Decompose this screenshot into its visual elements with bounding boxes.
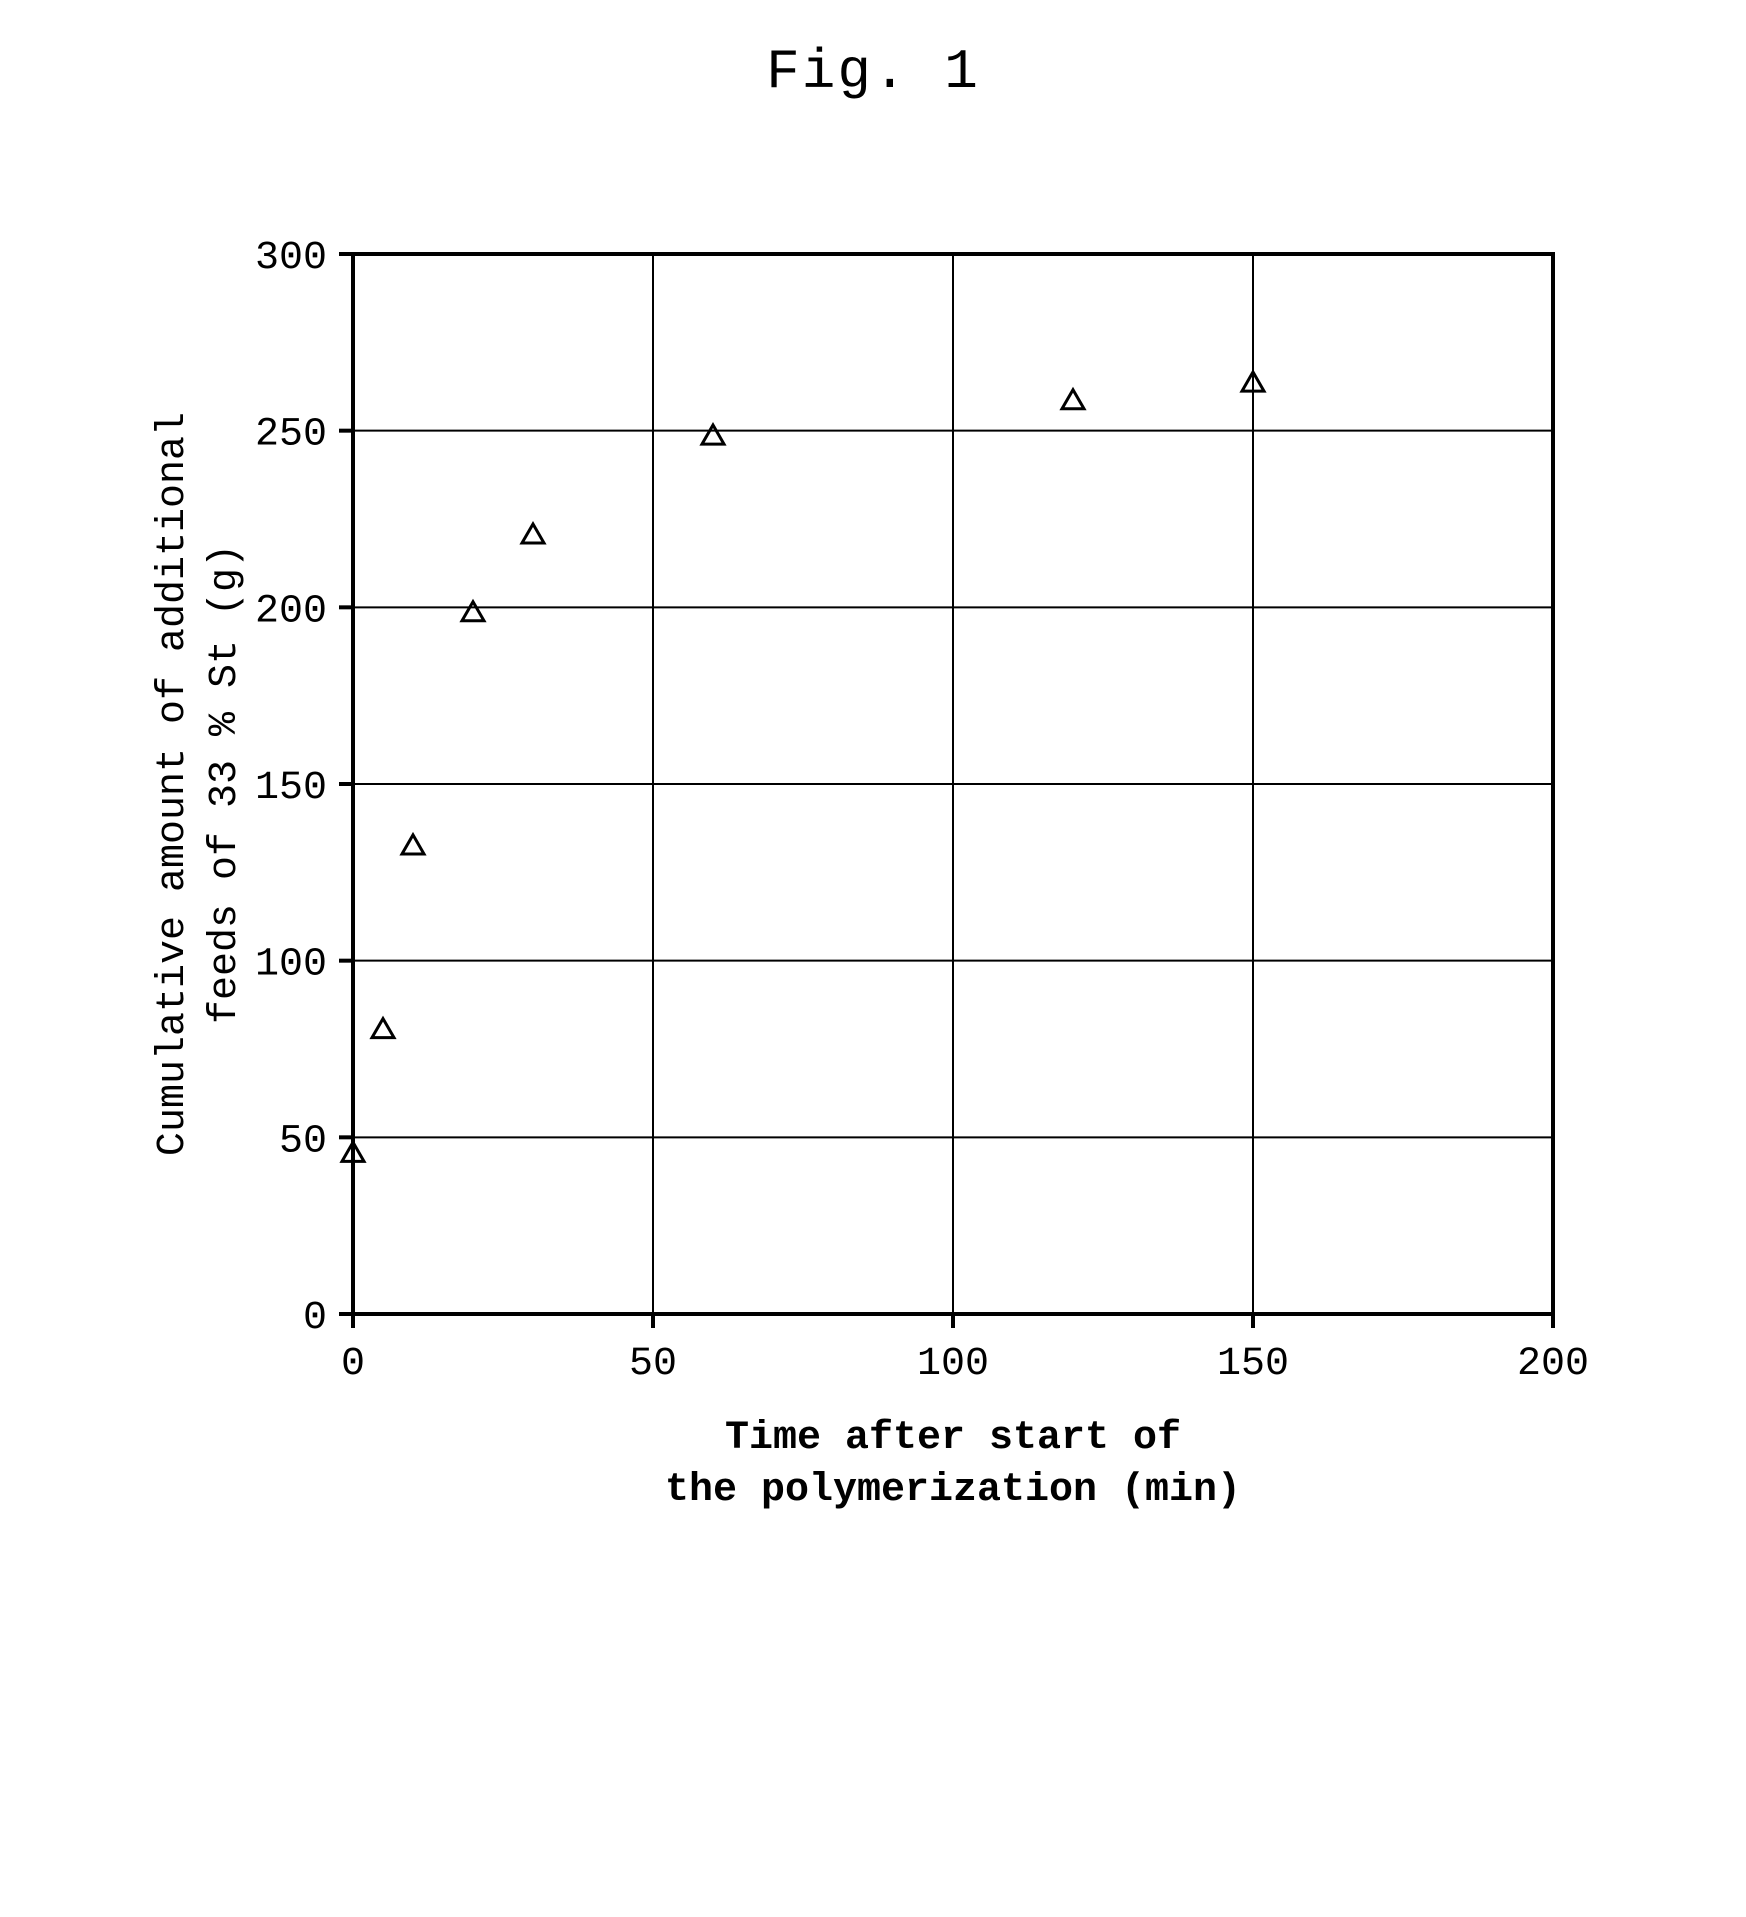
figure-title: Fig. 1 [43, 40, 1703, 104]
chart-wrapper: 0 50 100 150 200 0 50 100 150 200 250 300 Time after… [43, 224, 1703, 1534]
y-axis-label-line2: feeds of 33 % St (g) [203, 544, 248, 1024]
x-axis-label-line2: the polymerization (min) [665, 1468, 1241, 1513]
y-tick-label: 100 [255, 943, 327, 988]
x-tick-label: 100 [917, 1342, 989, 1387]
x-tick-label: 0 [341, 1342, 365, 1387]
figure-container: Fig. 1 0 50 100 150 200 0 50 100 150 200 250 300 Tim… [43, 40, 1703, 1534]
y-axis-label-line1: Cumulative amount of additional [151, 412, 196, 1156]
y-tick-label: 150 [255, 766, 327, 811]
y-tick-label: 250 [255, 413, 327, 458]
y-tick-label: 0 [303, 1296, 327, 1341]
x-tick-label: 50 [629, 1342, 677, 1387]
x-tick-label: 150 [1217, 1342, 1289, 1387]
y-tick-label: 50 [279, 1119, 327, 1164]
x-tick-label: 200 [1517, 1342, 1589, 1387]
scatter-chart: 0 50 100 150 200 0 50 100 150 200 250 300 Time after… [133, 224, 1613, 1534]
x-axis-label-line1: Time after start of [725, 1416, 1181, 1461]
y-tick-label: 200 [255, 589, 327, 634]
y-tick-label: 300 [255, 236, 327, 281]
